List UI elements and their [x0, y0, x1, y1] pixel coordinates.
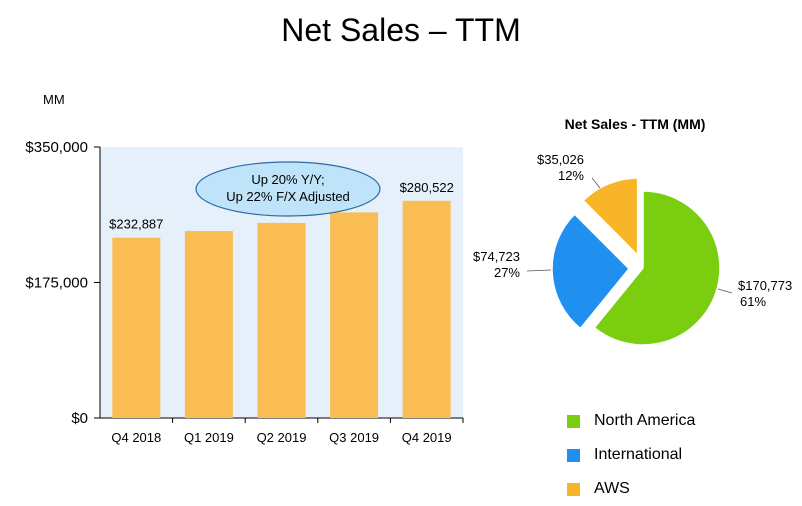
pie-percent-label: 27% [494, 265, 520, 280]
pie-percent-label: 12% [558, 168, 584, 183]
annotation-text: Up 22% F/X Adjusted [226, 189, 350, 204]
pie-slice [582, 177, 639, 257]
legend-swatch-international [567, 448, 580, 462]
bar [330, 212, 379, 418]
unit-label: MM [43, 92, 65, 107]
pie-slice [593, 190, 721, 346]
legend-label-international: International [594, 446, 683, 463]
x-tick-label: Q2 2019 [257, 430, 307, 445]
pie-slice [551, 213, 631, 330]
pie-value-label: $170,773 [738, 278, 792, 293]
pie-percent-label: 61% [740, 294, 766, 309]
pie-leader-line [526, 269, 552, 272]
legend-item-north-america: North America [567, 404, 695, 438]
pie-leader-line [591, 177, 601, 189]
legend-swatch-aws [567, 482, 580, 496]
x-tick-label: Q4 2018 [111, 430, 161, 445]
pie-leader-line [717, 288, 733, 294]
legend-label-north-america: North America [594, 412, 696, 429]
bar-data-label: $232,887 [109, 217, 163, 232]
annotation-bubble [195, 161, 381, 217]
x-tick-label: Q3 2019 [329, 430, 379, 445]
bar [184, 231, 233, 418]
pie-value-label: $35,026 [537, 152, 584, 167]
pie-chart-title: Net Sales - TTM (MM) [564, 116, 706, 132]
legend-item-international: International [567, 438, 695, 472]
legend-swatch-north-america [567, 414, 580, 428]
x-tick-label: Q4 2019 [402, 430, 452, 445]
bar [257, 222, 306, 418]
y-tick-label: $350,000 [25, 139, 88, 156]
bar [402, 200, 451, 418]
y-tick-label: $0 [71, 410, 88, 427]
legend-label-aws: AWS [594, 480, 630, 497]
page-title: Net Sales – TTM [281, 12, 521, 48]
x-tick-label: Q1 2019 [184, 430, 234, 445]
bar [112, 237, 161, 418]
y-tick-label: $175,000 [25, 275, 88, 292]
pie-value-label: $74,723 [473, 249, 520, 264]
bar-data-label: $280,522 [400, 180, 454, 195]
legend-item-aws: AWS [567, 472, 695, 506]
pie-legend: North America International AWS [567, 404, 695, 506]
annotation-text: Up 20% Y/Y; [251, 172, 324, 187]
